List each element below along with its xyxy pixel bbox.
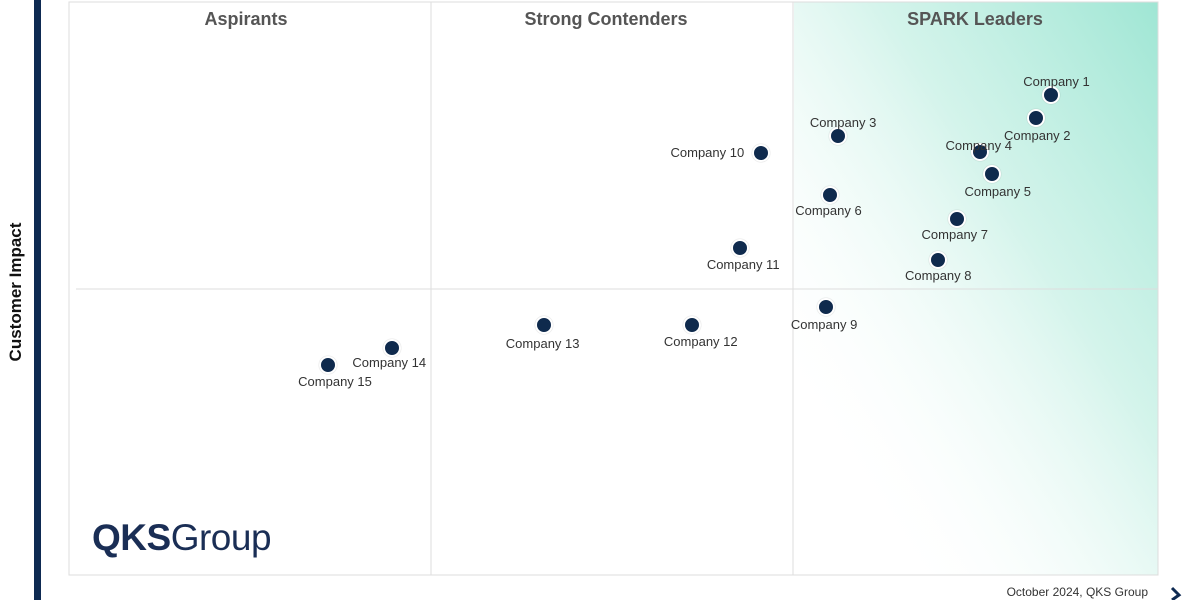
data-point-label: Company 11: [706, 257, 780, 273]
data-point-label: Company 7: [921, 226, 989, 242]
data-point-label: Company 3: [809, 114, 877, 130]
qks-group-logo: QKSGroup: [92, 517, 272, 559]
data-point: [1027, 108, 1046, 127]
footer-credit: October 2024, QKS Group: [1006, 585, 1148, 599]
data-point-label: Company 6: [795, 203, 862, 219]
data-point-label: Company 13: [505, 336, 580, 352]
data-point: [1042, 85, 1061, 104]
quadrant-title-spark-leaders: SPARK Leaders: [907, 9, 1043, 29]
data-point-label: Company 12: [663, 334, 738, 350]
data-point: [816, 297, 835, 316]
data-point: [929, 250, 948, 269]
x-axis-arrow-icon: [1170, 586, 1182, 600]
data-point-label: Company 4: [945, 138, 1012, 154]
data-point: [730, 239, 749, 258]
data-point: [947, 209, 966, 228]
data-point-label: Company 10: [670, 145, 745, 161]
data-point: [534, 316, 553, 335]
data-point-label: Company 14: [352, 354, 427, 370]
data-point: [319, 356, 338, 375]
logo-qks: QKS: [92, 517, 171, 558]
y-axis-line: [34, 0, 41, 600]
data-point-label: Company 1: [1023, 73, 1090, 89]
data-point: [971, 143, 990, 162]
logo-group: Group: [170, 517, 272, 558]
data-point-label: Company 5: [964, 184, 1031, 200]
data-point: [821, 186, 840, 205]
quadrant-title-strong-contenders: Strong Contenders: [524, 9, 688, 29]
data-point: [751, 144, 770, 163]
data-point-label: Company 15: [298, 374, 372, 390]
data-point-label: Company 8: [905, 267, 972, 283]
quadrant-title-aspirants: Aspirants: [204, 9, 288, 29]
data-point: [682, 316, 701, 335]
data-point-label: Company 2: [1004, 127, 1071, 143]
data-point: [828, 126, 847, 145]
data-point: [383, 338, 402, 357]
data-point-label: Company 9: [790, 316, 858, 332]
data-point: [983, 165, 1002, 184]
